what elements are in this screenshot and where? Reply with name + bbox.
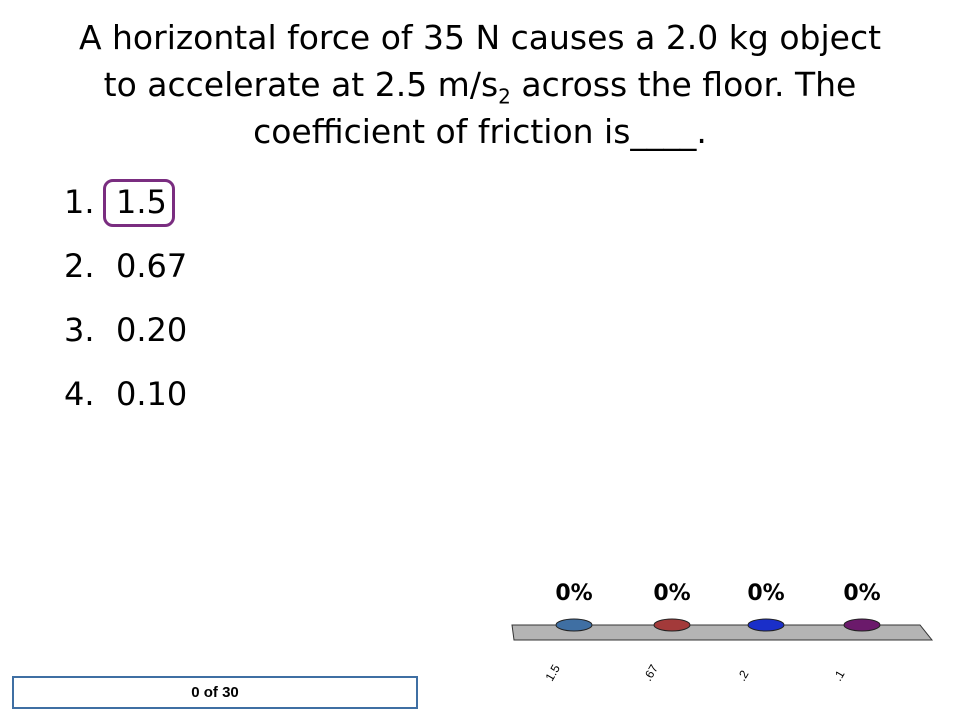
- answer-options: 1. 1.5 2. 0.67 3. 0.20 4. 0.10: [64, 180, 191, 436]
- response-chart: 0% 1.5 0% .67 0% .2 0% .1: [511, 581, 934, 684]
- question-text: A horizontal force of 35 N causes a 2.0 …: [50, 14, 910, 155]
- chart-category-label: .67: [640, 662, 661, 684]
- chart-category-label: .1: [830, 668, 847, 684]
- option-value: 0.20: [116, 311, 188, 349]
- chart-bar-base: [843, 618, 881, 632]
- answer-option-3[interactable]: 3. 0.20: [64, 308, 191, 372]
- chart-value-label: 0%: [555, 581, 592, 606]
- option-value: 0.67: [116, 247, 188, 285]
- question-line-2: to accelerate at 2.5 m/s2 across the flo…: [50, 61, 910, 108]
- question-line-2-text: to accelerate at 2.5 m/s: [103, 65, 499, 104]
- answer-option-2[interactable]: 2. 0.67: [64, 244, 191, 308]
- question-line-3: coefficient of friction is____.: [253, 112, 707, 151]
- question-line-2-tail: across the floor. The: [510, 65, 857, 104]
- exponent: 2: [498, 84, 511, 109]
- chart-value-label: 0%: [747, 581, 784, 606]
- chart-category-label: 1.5: [542, 662, 563, 684]
- option-value: 0.10: [116, 375, 188, 413]
- option-number: 1.: [64, 183, 95, 221]
- option-value: 1.5: [116, 183, 167, 221]
- question-line-1: A horizontal force of 35 N causes a 2.0 …: [78, 18, 882, 57]
- chart-bar-base: [747, 618, 785, 632]
- chart-category-label: .2: [734, 668, 751, 684]
- option-number: 2.: [64, 247, 95, 285]
- selected-answer-ring: [103, 179, 175, 227]
- option-number: 3.: [64, 311, 95, 349]
- answer-option-1[interactable]: 1. 1.5: [64, 180, 191, 244]
- chart-bar-base: [653, 618, 691, 632]
- chart-bar-base: [555, 618, 593, 632]
- chart-value-label: 0%: [843, 581, 880, 606]
- response-counter: 0 of 30: [12, 676, 418, 709]
- option-number: 4.: [64, 375, 95, 413]
- answer-option-4[interactable]: 4. 0.10: [64, 372, 191, 436]
- chart-value-label: 0%: [653, 581, 690, 606]
